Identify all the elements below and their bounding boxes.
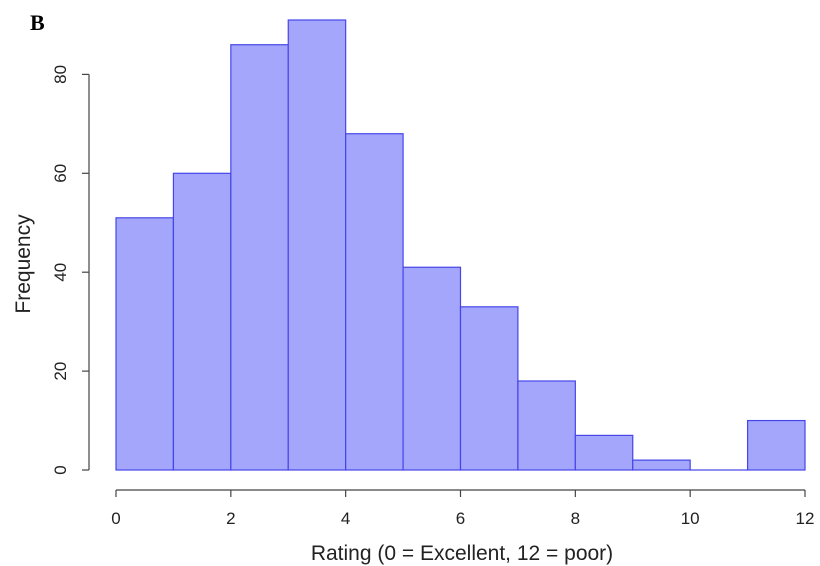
histogram-bar bbox=[230, 44, 289, 471]
x-tick-label: 8 bbox=[571, 509, 580, 528]
x-tick-label: 0 bbox=[111, 509, 120, 528]
x-axis-title: Rating (0 = Excellent, 12 = poor) bbox=[311, 542, 613, 565]
y-tick-label: 60 bbox=[51, 164, 70, 183]
histogram-bar bbox=[632, 459, 691, 471]
panel-label: B bbox=[30, 10, 45, 35]
histogram-bar bbox=[115, 217, 175, 471]
histogram-bar bbox=[172, 172, 232, 471]
x-tick-label: 12 bbox=[796, 509, 815, 528]
x-tick-label: 10 bbox=[681, 509, 700, 528]
x-tick-label: 6 bbox=[456, 509, 465, 528]
y-tick-label: 20 bbox=[51, 362, 70, 381]
y-axis-title: Frequency bbox=[12, 214, 35, 314]
histogram-bar bbox=[459, 306, 519, 471]
histogram-bar bbox=[287, 19, 347, 471]
histogram-bar bbox=[746, 419, 806, 471]
y-tick-label: 80 bbox=[51, 65, 70, 84]
histogram-bar bbox=[517, 380, 576, 471]
y-tick-label: 40 bbox=[51, 263, 70, 282]
x-axis: 0 2 4 6 8 10 12 bbox=[111, 489, 815, 528]
histogram-bar bbox=[574, 434, 634, 471]
y-axis: 0 20 40 60 80 bbox=[51, 65, 90, 475]
histogram-bar bbox=[402, 266, 462, 471]
x-tick-label: 4 bbox=[341, 509, 350, 528]
histogram-bar bbox=[345, 133, 404, 471]
bars-group bbox=[115, 19, 806, 471]
x-tick-label: 2 bbox=[226, 509, 235, 528]
y-tick-label: 0 bbox=[51, 465, 70, 474]
